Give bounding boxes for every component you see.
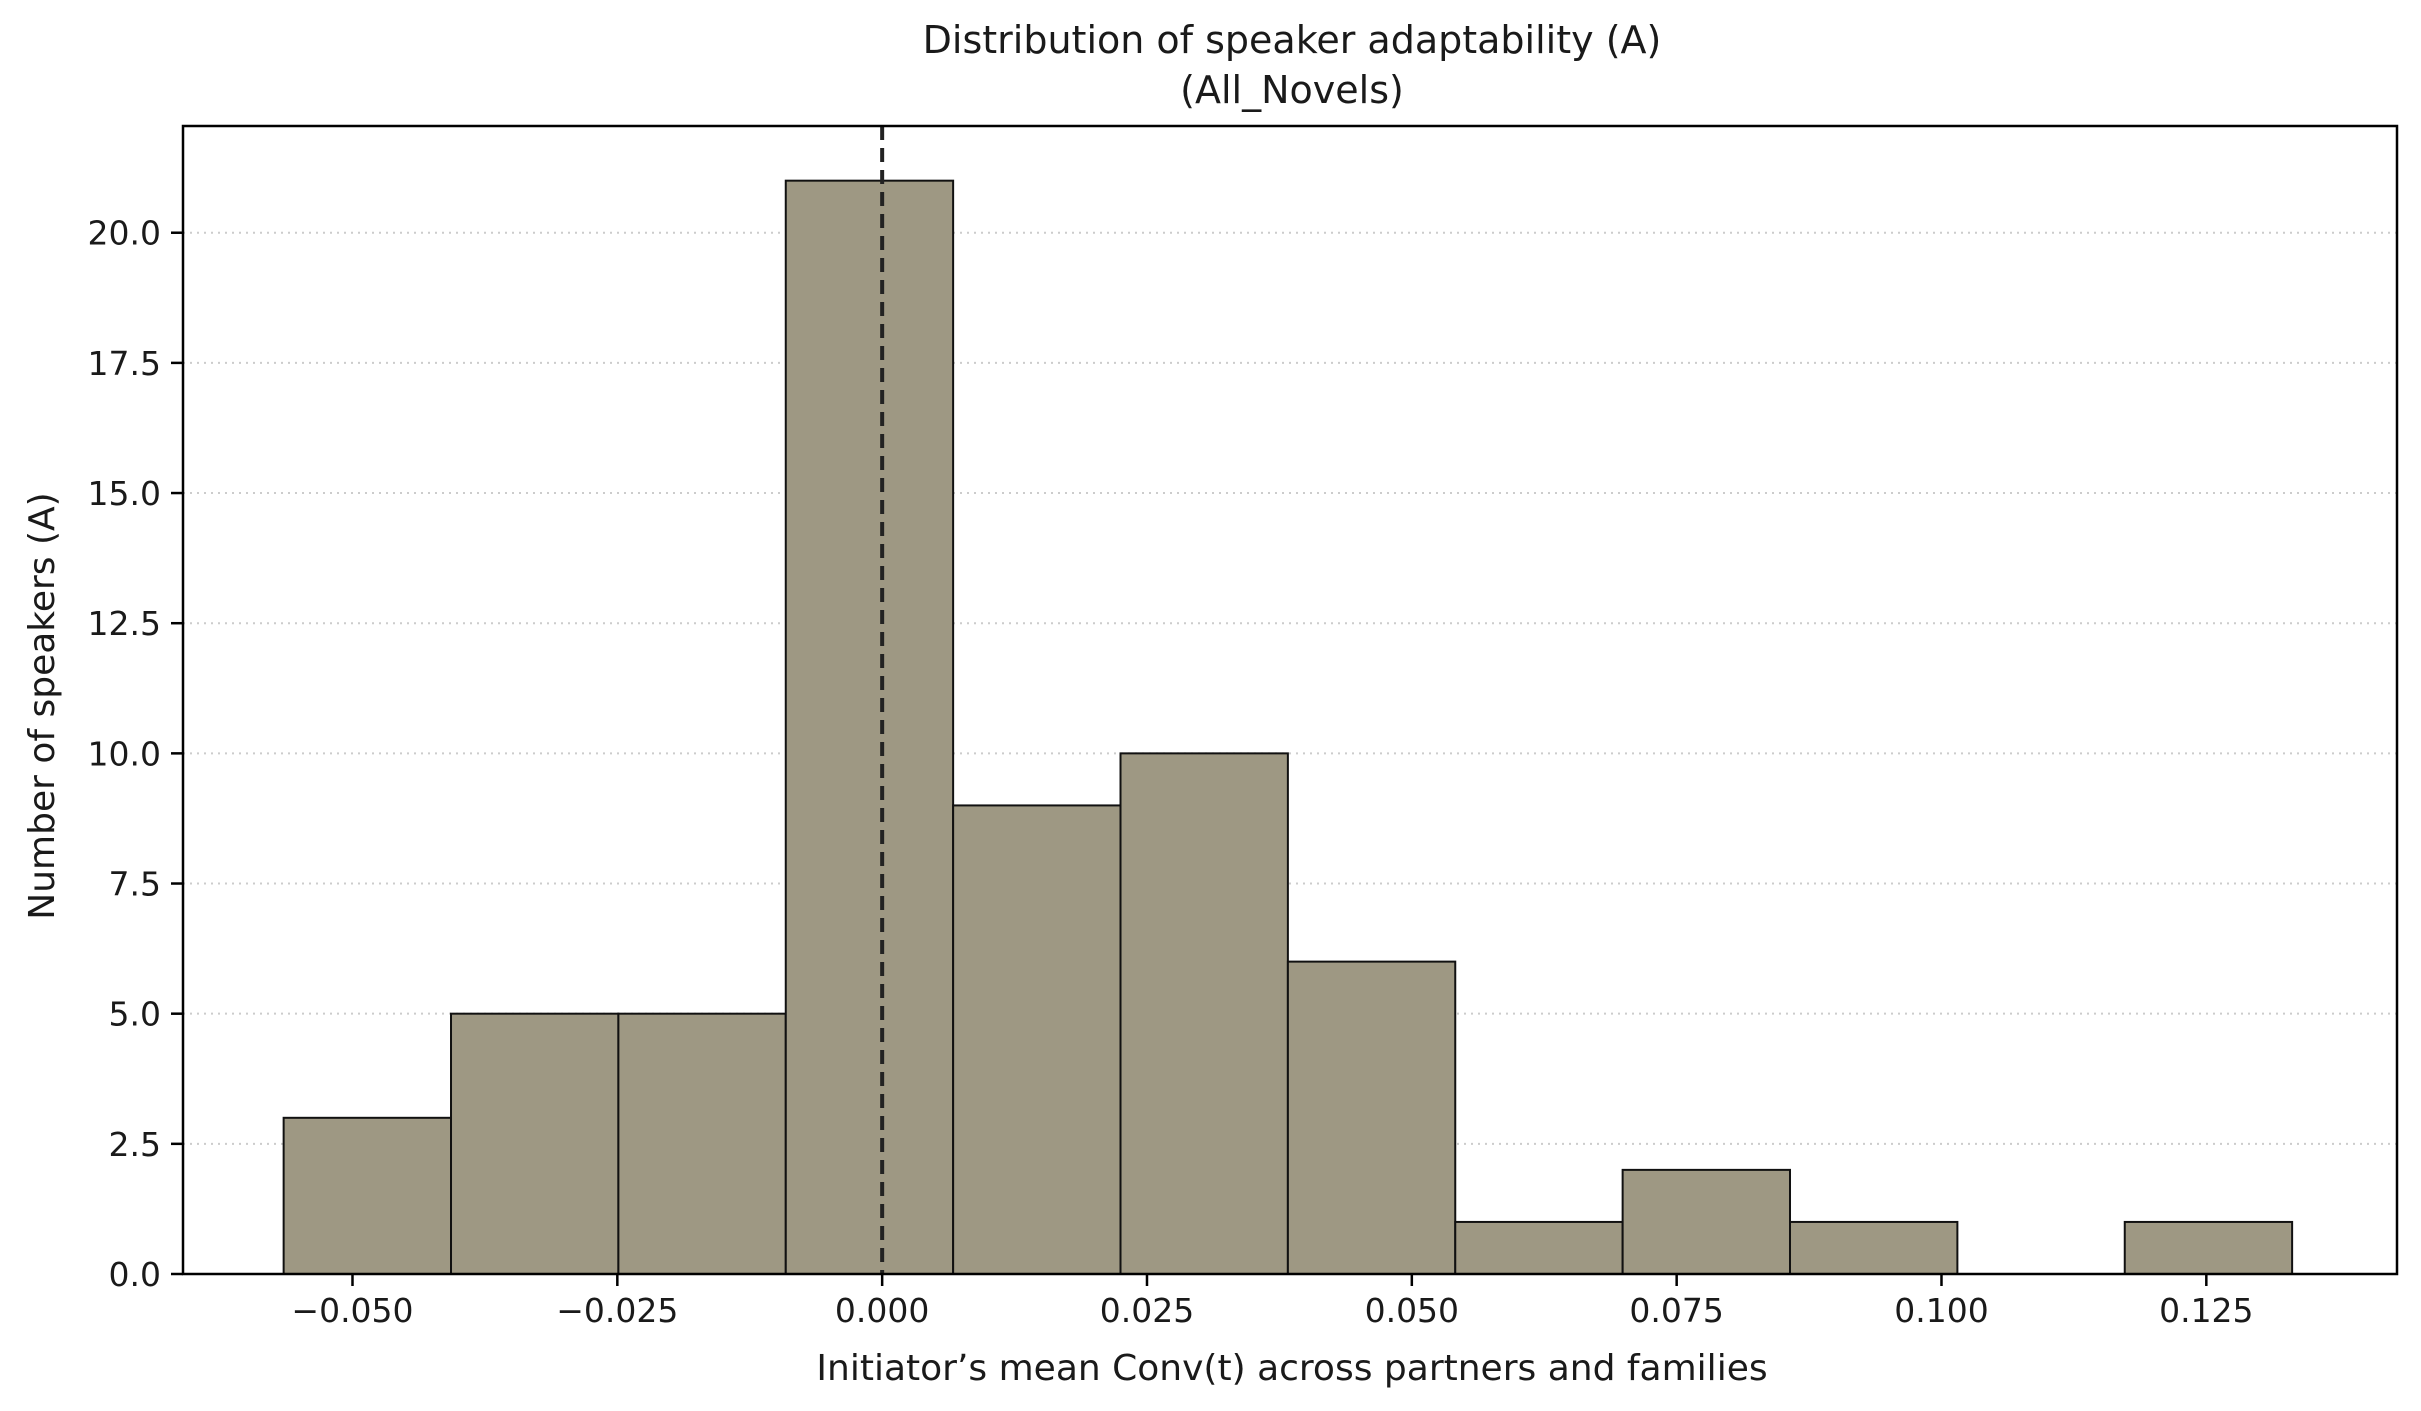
y-tick-label: 0.0 (109, 1255, 161, 1294)
histogram-bar (1789, 1220, 1959, 1276)
x-tick-label: 0.075 (1629, 1291, 1723, 1330)
y-tick-label: 10.0 (88, 734, 161, 773)
histogram-bar (952, 804, 1122, 1276)
y-tick-label: 20.0 (88, 214, 161, 253)
histogram-bar (1119, 752, 1289, 1275)
x-tick-label: 0.125 (2159, 1291, 2253, 1330)
y-tick-label: 7.5 (109, 865, 161, 904)
plot-frame (181, 124, 2399, 1276)
y-axis-ticks: 0.0 2.5 5.0 7.5 10.0 12.5 15.0 17.5 20.0 (88, 214, 183, 1294)
x-tick-label: 0.000 (835, 1291, 929, 1330)
histogram-bar (784, 179, 955, 1276)
histogram-bar (450, 1012, 620, 1276)
x-tick-label: 0.100 (1894, 1291, 1988, 1330)
histogram-bar (617, 1012, 787, 1276)
histogram-bar (1454, 1220, 1624, 1276)
x-tick-label: 0.050 (1365, 1291, 1459, 1330)
x-axis-ticks: −0.050 −0.025 0.000 0.025 0.050 0.075 0.100 0.1… (291, 1274, 2254, 1330)
histogram-bars (282, 179, 2294, 1276)
y-axis-label: Number of speakers (A) (22, 492, 63, 919)
x-tick-label: 0.025 (1100, 1291, 1194, 1330)
histogram-bar (1621, 1168, 1792, 1276)
histogram-bar (1286, 960, 1457, 1275)
y-tick-label: 5.0 (109, 995, 161, 1034)
histogram-bar (2123, 1220, 2294, 1276)
y-tick-label: 2.5 (109, 1125, 161, 1164)
chart-subtitle: (All_Novels) (1180, 68, 1404, 112)
chart-title: Distribution of speaker adaptability (A) (923, 18, 1662, 62)
y-tick-label: 17.5 (88, 344, 161, 383)
x-axis-label: Initiator’s mean Conv(t) across partners… (816, 1348, 1767, 1389)
histogram-bar (282, 1116, 453, 1276)
x-tick-label: −0.050 (291, 1291, 413, 1330)
x-tick-label: −0.025 (556, 1291, 678, 1330)
y-tick-label: 15.0 (88, 474, 161, 513)
y-tick-label: 12.5 (88, 604, 161, 643)
